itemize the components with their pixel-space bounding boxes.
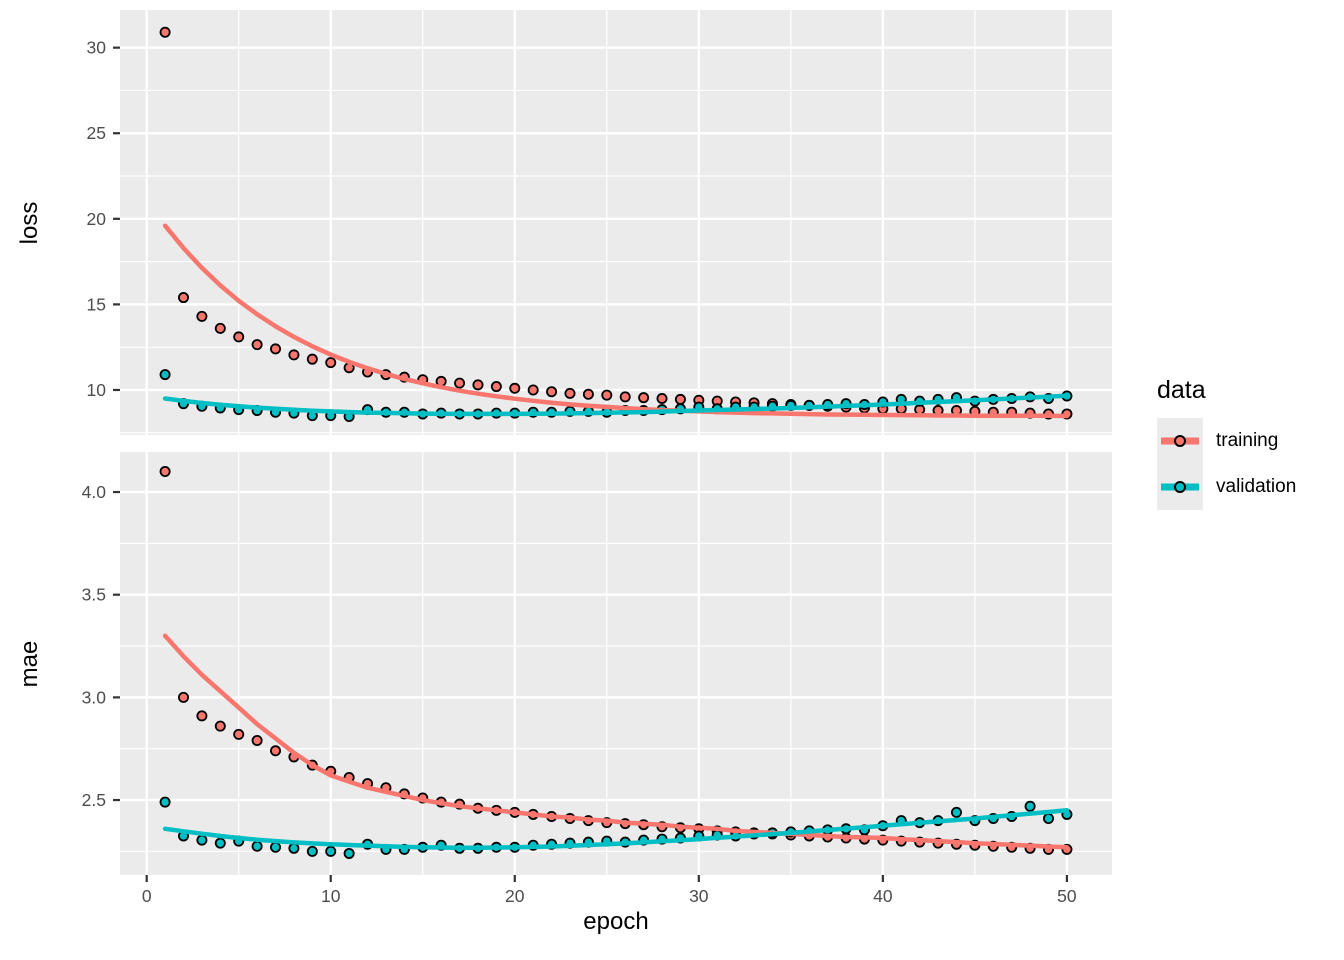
facet-loss: 10 15 20 25 30 (87, 10, 1112, 435)
data-point (472, 379, 484, 391)
smooth-line-training (162, 223, 1070, 419)
smooth-line-validation (162, 393, 1070, 417)
data-point (177, 292, 189, 304)
y-tick-label: 20 (87, 209, 107, 229)
x-tick-label: 30 (689, 886, 709, 906)
data-point (214, 837, 226, 849)
x-axis: 0 10 20 30 40 50 (142, 875, 1077, 906)
y-tick-label: 2.5 (82, 790, 106, 810)
legend-key-validation (1157, 464, 1203, 510)
data-point (251, 339, 263, 351)
data-point (509, 382, 521, 394)
y-axis-title-loss: loss (16, 201, 43, 245)
data-point (196, 834, 208, 846)
data-point (527, 384, 539, 396)
panel-background (120, 10, 1112, 435)
smooth-line-validation (162, 808, 1070, 850)
legend: data training validation (1157, 376, 1296, 510)
data-point (546, 386, 558, 398)
data-point (196, 710, 208, 722)
data-point (159, 466, 171, 478)
x-tick-label: 50 (1057, 886, 1077, 906)
data-point (288, 349, 300, 361)
y-axis-loss: 10 15 20 25 30 (87, 38, 120, 400)
x-axis-title: epoch (583, 908, 649, 935)
y-axis-mae: 2.5 3.0 3.5 4.0 (82, 482, 120, 810)
y-tick-label: 3.5 (82, 585, 106, 605)
data-point (325, 845, 337, 857)
x-tick-label: 20 (505, 886, 525, 906)
data-point (1043, 813, 1055, 825)
data-point (251, 735, 263, 747)
data-point (490, 381, 502, 393)
data-point (233, 331, 245, 343)
data-point (325, 357, 337, 369)
data-point (619, 391, 631, 403)
panel-background (120, 452, 1112, 875)
y-axis-title-mae: mae (16, 640, 43, 688)
data-point (306, 845, 318, 857)
data-point (1024, 800, 1036, 812)
data-point (582, 388, 594, 400)
validation-point-swatch (1174, 481, 1186, 493)
x-tick-label: 40 (873, 886, 893, 906)
legend-item-training: training (1157, 418, 1296, 464)
facet-mae: 2.5 3.0 3.5 4.0 0 10 20 30 40 50 (82, 452, 1112, 906)
data-point (177, 691, 189, 703)
legend-label-training: training (1216, 430, 1279, 451)
data-point (214, 720, 226, 732)
data-point (270, 745, 282, 757)
legend-title: data (1157, 376, 1206, 404)
y-tick-label: 4.0 (82, 482, 107, 502)
data-point (674, 393, 686, 405)
y-tick-label: 10 (87, 380, 107, 400)
data-point (950, 806, 962, 818)
legend-item-validation: validation (1157, 464, 1296, 510)
y-tick-label: 25 (87, 123, 106, 143)
x-tick-label: 0 (142, 886, 152, 906)
data-point (343, 847, 355, 859)
data-point (159, 796, 171, 808)
data-point (564, 387, 576, 399)
data-point (454, 377, 466, 389)
data-point (288, 842, 300, 854)
data-point (270, 343, 282, 355)
data-point (270, 841, 282, 853)
smooth-line-training (162, 633, 1070, 850)
data-point (306, 353, 318, 365)
y-tick-label: 3.0 (82, 687, 107, 707)
gridlines (120, 452, 1112, 875)
data-point (656, 393, 668, 405)
y-tick-label: 30 (87, 38, 107, 58)
x-tick-label: 10 (321, 886, 341, 906)
data-point (159, 369, 171, 381)
legend-key-training (1157, 418, 1203, 464)
data-point (233, 728, 245, 740)
data-point (638, 392, 650, 404)
data-point (196, 310, 208, 322)
legend-label-validation: validation (1216, 476, 1297, 497)
data-point (601, 389, 613, 401)
gridlines (120, 10, 1112, 435)
data-point (159, 26, 171, 38)
data-point (214, 322, 226, 334)
y-tick-label: 15 (87, 294, 106, 314)
data-point (251, 840, 263, 852)
training-point-swatch (1174, 435, 1186, 447)
